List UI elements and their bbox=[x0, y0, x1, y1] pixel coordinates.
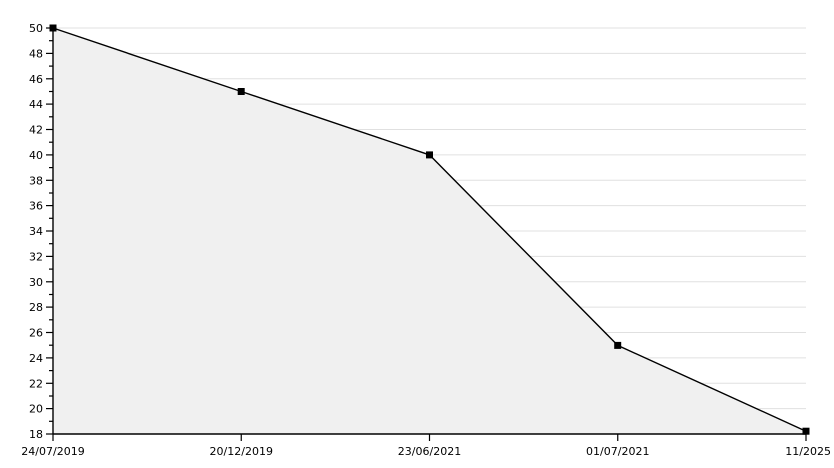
data-point-marker[interactable] bbox=[614, 341, 622, 349]
y-axis-minor-ticks bbox=[49, 40, 53, 422]
y-tick-label: 34 bbox=[29, 225, 43, 238]
data-point-marker[interactable] bbox=[802, 427, 810, 435]
x-tick-label: 20/12/2019 bbox=[210, 445, 273, 458]
x-tick-label: 11/2025 bbox=[785, 445, 831, 458]
y-tick-label: 42 bbox=[29, 124, 43, 137]
y-tick-label: 48 bbox=[29, 47, 43, 60]
y-axis-tick-labels: 50 48 46 44 42 40 38 36 34 32 30 28 26 2… bbox=[29, 22, 43, 441]
y-tick-label: 30 bbox=[29, 276, 43, 289]
y-tick-label: 44 bbox=[29, 98, 43, 111]
y-axis-major-ticks bbox=[46, 27, 53, 435]
y-tick-label: 46 bbox=[29, 73, 43, 86]
y-tick-label: 20 bbox=[29, 403, 43, 416]
data-point-marker[interactable] bbox=[237, 88, 245, 95]
y-tick-label: 40 bbox=[29, 149, 43, 162]
y-tick-label: 38 bbox=[29, 174, 43, 187]
y-tick-label: 22 bbox=[29, 377, 43, 390]
y-tick-label: 32 bbox=[29, 250, 43, 263]
y-tick-label: 18 bbox=[29, 428, 43, 441]
x-tick-label: 24/07/2019 bbox=[21, 445, 84, 458]
x-tick-label: 23/06/2021 bbox=[398, 445, 461, 458]
y-tick-label: 24 bbox=[29, 352, 43, 365]
data-point-marker[interactable] bbox=[426, 151, 433, 159]
y-tick-label: 36 bbox=[29, 200, 43, 213]
y-tick-label: 28 bbox=[29, 301, 43, 314]
x-tick-label: 01/07/2021 bbox=[586, 445, 649, 458]
x-axis-ticks bbox=[52, 434, 807, 441]
y-tick-label: 26 bbox=[29, 327, 43, 340]
x-axis-tick-labels: 24/07/2019 20/12/2019 23/06/2021 01/07/2… bbox=[21, 445, 831, 458]
y-tick-label: 50 bbox=[29, 22, 43, 35]
series-area-fill bbox=[53, 28, 806, 434]
